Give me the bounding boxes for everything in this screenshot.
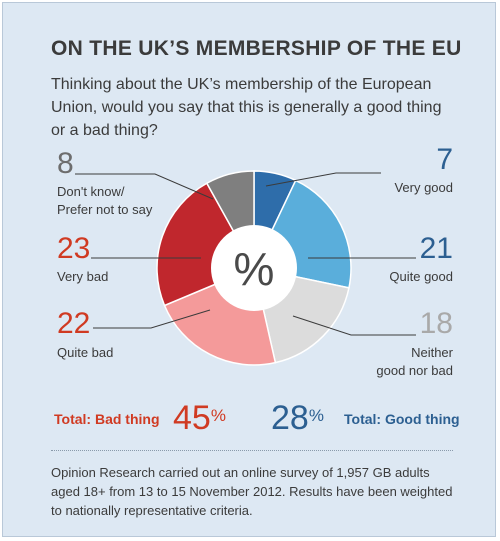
very-bad-label: Very bad — [57, 269, 109, 284]
divider — [51, 450, 453, 451]
dont-know-label-line1: Don't know/ — [57, 184, 125, 199]
very-good-label: Very good — [394, 180, 453, 195]
leader-dont-know — [75, 173, 214, 200]
total-good-label: Total: Good thing — [344, 411, 460, 427]
neither-value: 18 — [419, 307, 453, 340]
very-good-value: 7 — [436, 143, 453, 176]
quite-good-label: Quite good — [389, 269, 453, 284]
dont-know-value: 8 — [57, 147, 74, 180]
very-bad-value: 23 — [57, 232, 91, 265]
total-bad-label: Total: Bad thing — [54, 411, 160, 427]
quite-good-value: 21 — [419, 232, 453, 265]
quite-bad-value: 22 — [57, 307, 91, 340]
donut-center — [211, 225, 297, 311]
infographic-card: ON THE UK’S MEMBERSHIP OF THE EU Thinkin… — [2, 2, 496, 537]
neither-label-line2: good nor bad — [376, 363, 453, 378]
survey-question: Thinking about the UK’s membership of th… — [51, 76, 442, 139]
total-good-value: 28% — [271, 399, 324, 437]
dont-know-label-line2: Prefer not to say — [57, 202, 153, 217]
leader-neither — [292, 315, 416, 336]
total-bad-value: 45% — [173, 399, 226, 437]
footnote: Opinion Research carried out an online s… — [51, 465, 453, 518]
leader-very-good — [265, 172, 381, 187]
center-percent-label: % — [234, 243, 275, 295]
leader-lines — [75, 172, 416, 336]
quite-bad-label: Quite bad — [57, 345, 114, 360]
neither-label-line1: Neither — [411, 345, 453, 360]
leader-quite-bad — [93, 309, 211, 329]
donut-chart: % — [75, 170, 416, 366]
chart-title: ON THE UK’S MEMBERSHIP OF THE EU — [51, 37, 462, 60]
